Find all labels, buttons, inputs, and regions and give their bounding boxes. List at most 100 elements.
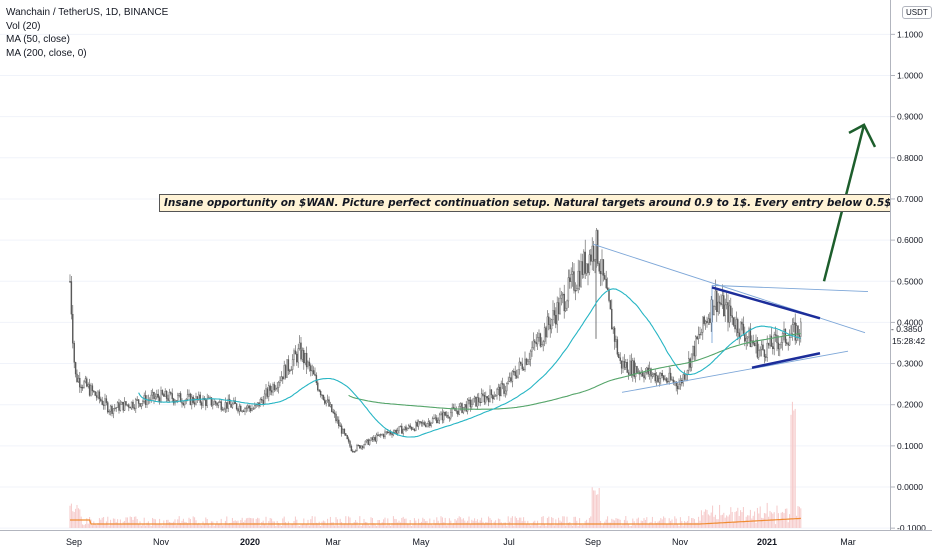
candle-body bbox=[396, 430, 399, 434]
volume-bar bbox=[608, 522, 610, 528]
candle-body bbox=[200, 402, 203, 406]
candle-body bbox=[777, 342, 780, 350]
volume-bar bbox=[247, 517, 249, 528]
candle-body bbox=[434, 417, 437, 419]
volume-bar bbox=[674, 516, 676, 528]
candlestick-series bbox=[69, 227, 802, 453]
volume-bar bbox=[779, 520, 781, 528]
volume-bar bbox=[440, 516, 442, 528]
volume-bar bbox=[199, 524, 201, 528]
price-axis[interactable]: 1.1000 1.0000 0.9000 0.8000 0.7000 0.6000 0.50… bbox=[890, 0, 932, 533]
volume-bar bbox=[441, 517, 443, 528]
candle-body bbox=[571, 271, 574, 275]
volume-bar bbox=[730, 507, 732, 528]
candle-body bbox=[556, 302, 558, 325]
chart-annotation[interactable]: Insane opportunity on $WAN. Picture perf… bbox=[159, 194, 932, 212]
candle-body bbox=[646, 367, 648, 373]
volume-bar bbox=[726, 515, 728, 528]
candle-body bbox=[137, 399, 140, 404]
candle-body bbox=[331, 404, 333, 412]
time-axis[interactable]: Sep Nov 2020 Mar May Jul Sep Nov 2021 Mar bbox=[0, 530, 932, 551]
candle-body bbox=[606, 287, 609, 290]
candle-body bbox=[277, 382, 280, 389]
volume-bar bbox=[135, 516, 137, 528]
candle-body bbox=[515, 375, 518, 378]
candle-body bbox=[276, 387, 278, 389]
candle-body bbox=[132, 401, 134, 408]
volume-bar bbox=[616, 518, 618, 528]
volume-bar bbox=[334, 525, 336, 528]
volume-bar bbox=[513, 525, 515, 528]
volume-bar bbox=[170, 522, 172, 528]
candle-body bbox=[188, 393, 190, 395]
candle-body bbox=[471, 404, 473, 408]
candle-body bbox=[444, 412, 446, 416]
candle-body bbox=[213, 401, 215, 405]
volume-bar bbox=[250, 518, 252, 528]
candle-body bbox=[745, 337, 747, 342]
candle-body bbox=[696, 336, 698, 339]
candle-body bbox=[769, 335, 771, 346]
volume-bar bbox=[700, 510, 702, 528]
candle-body bbox=[195, 396, 197, 405]
volume-bar bbox=[685, 522, 687, 528]
volume-bar bbox=[528, 523, 530, 528]
volume-bar bbox=[272, 521, 274, 528]
candle-body bbox=[353, 451, 355, 453]
candle-body bbox=[452, 407, 455, 409]
x-tick-label: Mar bbox=[840, 537, 856, 547]
candle-body bbox=[566, 300, 568, 309]
volume-bar bbox=[609, 522, 611, 528]
candle-body bbox=[184, 400, 186, 405]
volume-bar bbox=[532, 521, 534, 528]
candle-body bbox=[357, 445, 360, 447]
candle-body bbox=[329, 404, 332, 407]
candle-body bbox=[751, 340, 753, 348]
volume-bar bbox=[469, 523, 471, 528]
candle-body bbox=[296, 353, 298, 363]
volume-bar bbox=[380, 523, 382, 528]
candle-body bbox=[298, 342, 301, 349]
volume-bar bbox=[447, 523, 449, 528]
volume-bar bbox=[580, 524, 582, 528]
candle-body bbox=[739, 321, 742, 337]
candle-body bbox=[153, 392, 155, 399]
volume-bar bbox=[201, 525, 203, 528]
candle-body bbox=[675, 381, 677, 387]
volume-bar bbox=[598, 487, 600, 528]
volume-bar bbox=[462, 518, 464, 528]
volume-bar bbox=[299, 525, 301, 528]
candle-body bbox=[189, 393, 192, 405]
volume-bar bbox=[588, 517, 590, 528]
x-tick-label: 2020 bbox=[240, 537, 260, 547]
candle-body bbox=[297, 348, 299, 363]
price-chart[interactable] bbox=[0, 0, 890, 530]
volume-bar bbox=[682, 525, 684, 528]
candle-body bbox=[154, 396, 157, 399]
candle-body bbox=[116, 402, 119, 408]
candle-body bbox=[291, 359, 294, 370]
candle-body bbox=[536, 336, 539, 345]
volume-bar bbox=[497, 518, 499, 528]
candle-body bbox=[601, 259, 603, 275]
volume-bar bbox=[215, 524, 217, 528]
candle-body bbox=[797, 325, 799, 335]
volume-bar bbox=[150, 525, 152, 528]
candle-body bbox=[332, 411, 334, 414]
volume-bar bbox=[402, 516, 404, 528]
candle-body bbox=[136, 399, 138, 401]
candle-body bbox=[717, 301, 719, 312]
volume-bar bbox=[503, 522, 505, 528]
volume-bar bbox=[369, 525, 371, 528]
x-tick-label: May bbox=[412, 537, 430, 547]
volume-bar bbox=[723, 512, 725, 528]
volume-bar bbox=[335, 517, 337, 528]
candle-countdown: 15:28:42 bbox=[892, 335, 926, 346]
volume-bar bbox=[264, 524, 266, 528]
candle-body bbox=[406, 428, 409, 431]
candle-body bbox=[584, 251, 586, 274]
currency-unit-badge[interactable]: USDT bbox=[902, 6, 932, 19]
candle-body bbox=[322, 394, 325, 400]
volume-bar bbox=[317, 523, 319, 528]
volume-bar bbox=[493, 521, 495, 528]
